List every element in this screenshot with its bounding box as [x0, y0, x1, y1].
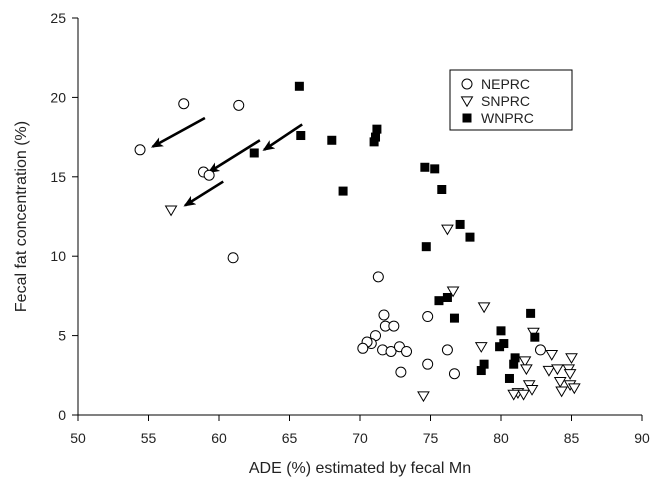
x-tick-label: 55 — [141, 430, 157, 446]
data-point-wnprc — [449, 313, 459, 323]
data-point-snprc — [542, 365, 556, 377]
data-point-neprc — [441, 344, 453, 356]
data-point-wnprc — [455, 219, 465, 229]
data-point-wnprc — [421, 242, 431, 252]
data-point-neprc — [534, 344, 546, 356]
annotation-arrows — [150, 116, 303, 207]
data-point-snprc — [565, 353, 578, 365]
y-tick-label: 25 — [50, 10, 66, 26]
legend-marker-snprc — [460, 96, 474, 108]
data-point-snprc — [477, 302, 491, 314]
data-point-wnprc — [296, 131, 306, 141]
data-point-wnprc — [479, 359, 489, 369]
legend-label-neprc: NEPRC — [481, 76, 530, 92]
data-point-wnprc — [434, 296, 444, 306]
legend-label-snprc: SNPRC — [481, 93, 530, 109]
data-point-wnprc — [465, 232, 475, 242]
annotation-arrow — [262, 123, 303, 151]
data-point-neprc — [233, 99, 245, 111]
data-point-wnprc — [327, 135, 337, 145]
x-tick-label: 75 — [423, 430, 439, 446]
legend-label-wnprc: WNPRC — [481, 110, 534, 126]
y-tick-label: 15 — [50, 169, 66, 185]
data-point-wnprc — [369, 137, 379, 147]
data-point-snprc — [446, 286, 460, 298]
data-point-wnprc — [530, 332, 540, 342]
x-axis-title: ADE (%) estimated by fecal Mn — [249, 460, 471, 477]
y-tick-label: 0 — [58, 407, 66, 423]
x-tick-label: 90 — [634, 430, 650, 446]
annotation-arrow — [207, 139, 261, 174]
data-point-wnprc — [371, 132, 381, 142]
data-point-wnprc — [249, 148, 259, 158]
data-point-neprc — [422, 358, 434, 370]
data-points — [134, 81, 581, 403]
data-point-wnprc — [495, 342, 505, 352]
data-point-snprc — [441, 224, 454, 236]
data-point-wnprc — [526, 308, 536, 318]
data-point-wnprc — [294, 81, 304, 91]
data-point-snprc — [507, 389, 521, 401]
x-tick-label: 70 — [352, 430, 368, 446]
data-point-snprc — [563, 369, 577, 380]
data-point-snprc — [164, 205, 178, 217]
data-point-snprc — [551, 364, 564, 376]
data-point-neprc — [357, 342, 369, 354]
data-point-snprc — [474, 342, 488, 353]
data-point-wnprc — [430, 164, 440, 174]
data-point-snprc — [567, 383, 581, 395]
data-point-neprc — [203, 169, 215, 181]
data-point-wnprc — [372, 124, 382, 134]
data-point-snprc — [525, 384, 539, 396]
x-tick-label: 65 — [282, 430, 298, 446]
annotation-arrow — [183, 180, 224, 207]
data-point-snprc — [545, 350, 559, 361]
data-point-snprc — [553, 377, 567, 388]
x-tick-label: 60 — [211, 430, 227, 446]
legend-marker-neprc — [461, 78, 473, 90]
y-tick-label: 20 — [50, 89, 66, 105]
y-tick-label: 10 — [50, 248, 66, 264]
data-point-wnprc — [338, 186, 348, 196]
data-point-neprc — [388, 320, 400, 332]
data-point-neprc — [178, 98, 190, 110]
data-point-neprc — [401, 345, 413, 357]
data-point-wnprc — [476, 366, 486, 376]
data-point-wnprc — [420, 162, 430, 172]
data-point-wnprc — [496, 326, 506, 336]
x-tick-label: 50 — [70, 430, 86, 446]
data-point-neprc — [227, 252, 239, 264]
data-point-wnprc — [442, 292, 452, 302]
data-point-snprc — [518, 356, 532, 368]
axes: 50 55 60 65 70 75 80 85 90 0 5 10 15 20 25 — [50, 10, 650, 446]
data-point-wnprc — [510, 353, 520, 363]
data-point-snprc — [520, 364, 533, 376]
data-point-snprc — [417, 391, 430, 403]
x-tick-label: 85 — [564, 430, 580, 446]
data-point-snprc — [517, 389, 530, 401]
x-tick-label: 80 — [493, 430, 509, 446]
data-point-neprc — [385, 345, 397, 357]
annotation-arrow — [150, 116, 206, 148]
y-tick-label: 5 — [58, 328, 66, 344]
data-point-wnprc — [437, 185, 447, 195]
y-axis-title: Fecal fat concentration (%) — [13, 121, 30, 312]
data-point-neprc — [372, 271, 384, 283]
data-point-wnprc — [509, 359, 519, 369]
data-point-neprc — [422, 311, 434, 323]
data-point-neprc — [134, 144, 146, 156]
data-point-wnprc — [504, 373, 514, 383]
data-point-neprc — [448, 368, 460, 380]
data-point-snprc — [555, 386, 569, 398]
data-point-neprc — [395, 366, 407, 378]
data-point-neprc — [378, 309, 390, 321]
legend-marker-wnprc — [462, 113, 472, 123]
